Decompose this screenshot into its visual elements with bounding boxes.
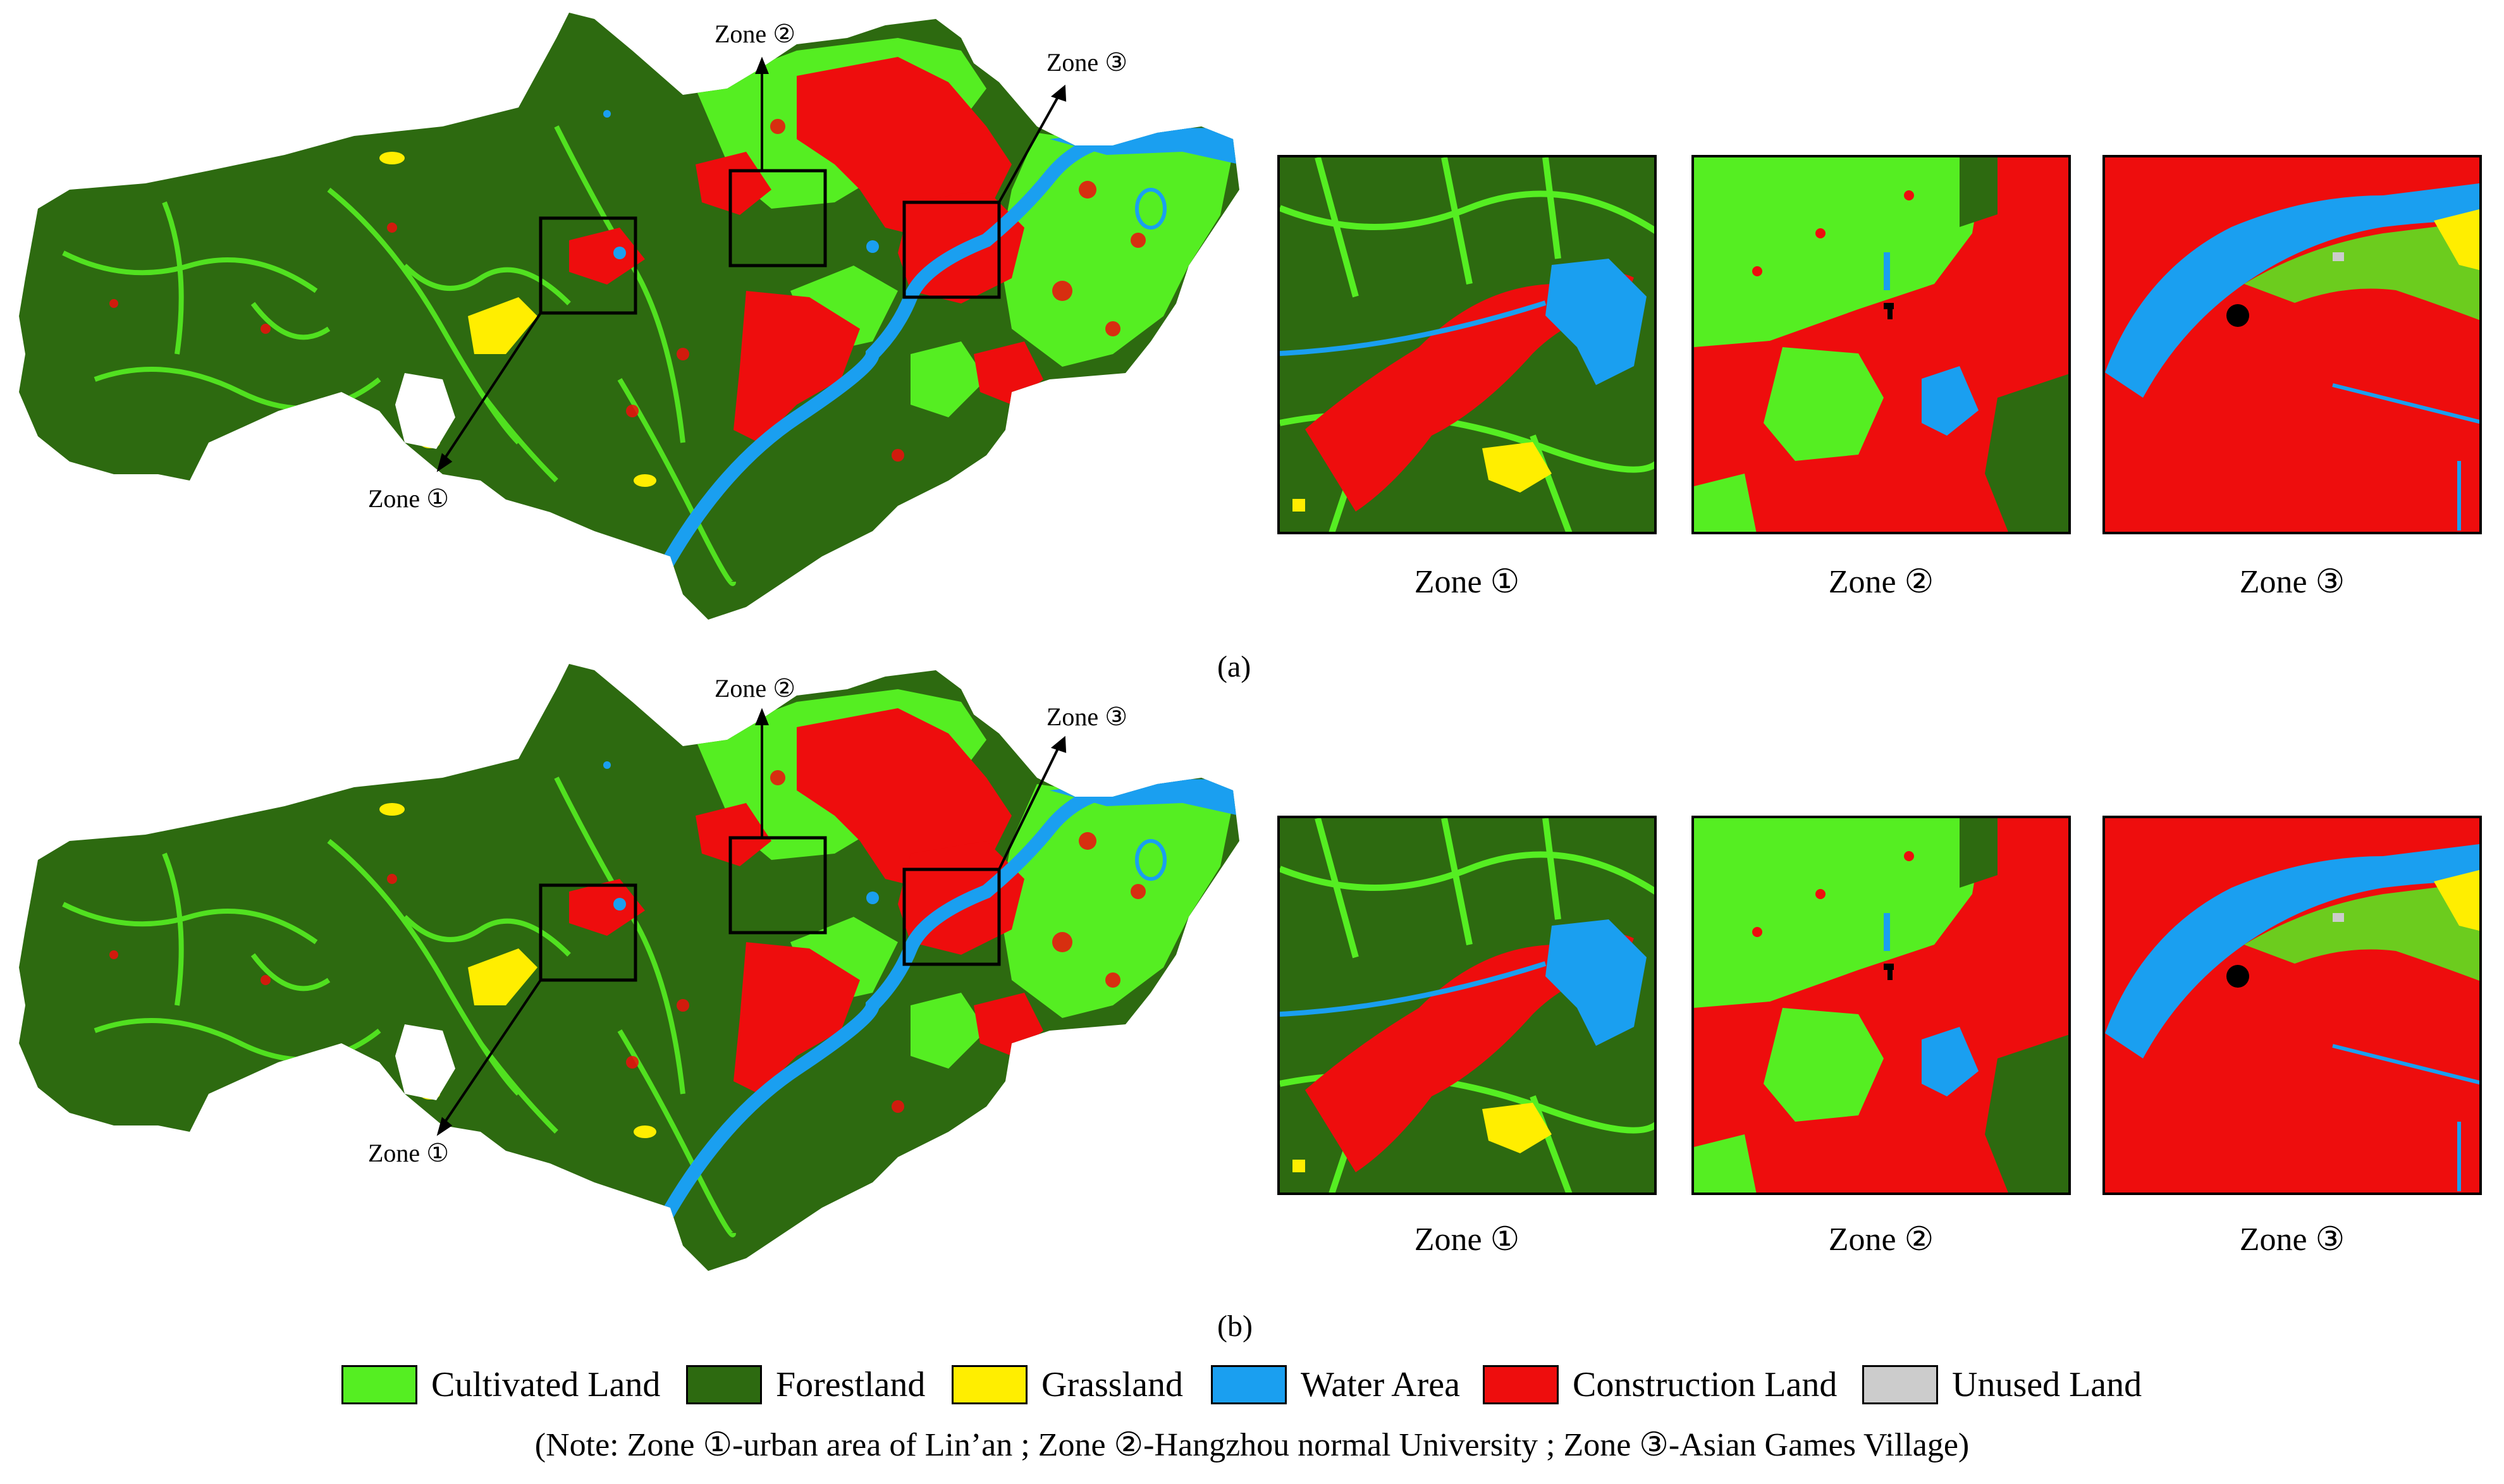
zone2-box [728,836,827,935]
inset-caption: Zone ② [1828,564,1934,600]
inset-caption: Zone ① [1414,564,1520,600]
legend-label: Unused Land [1952,1365,2142,1404]
inset-caption: Zone ① [1414,1222,1520,1258]
region-map-b [0,651,1265,1284]
panel-b: Zone ① Zone ② Zone ③ Zone ① Zone ② Zone … [0,651,2504,1343]
figure-note: (Note: Zone ①-urban area of Lin’an ; Zon… [534,1427,1970,1463]
legend-item-water: Water Area [1211,1363,1460,1407]
legend-label: Construction Land [1573,1365,1838,1404]
zone2-box [728,169,827,267]
legend-swatch [952,1365,1028,1404]
legend-label: Forestland [776,1365,926,1404]
inset-caption: Zone ③ [2239,1222,2345,1258]
legend-item-unused: Unused Land [1862,1363,2142,1407]
panel-tag-a: (a) [1217,650,1251,684]
legend-label: Cultivated Land [431,1365,661,1404]
legend-swatch [341,1365,417,1404]
zone1-box [539,216,637,315]
inset-zone1 [1277,155,1657,534]
legend-item-grass: Grassland [952,1363,1183,1407]
inset-zone1 [1277,816,1657,1195]
legend-swatch [1483,1365,1559,1404]
legend-item-cultivated: Cultivated Land [341,1363,660,1407]
inset-zone2 [1691,155,2071,534]
legend-swatch [1862,1365,1938,1404]
legend: Cultivated Land Forestland Grassland Wat… [0,1363,2504,1420]
zone3-box [902,200,1001,299]
region-map-a [0,0,1265,632]
inset-caption: Zone ② [1828,1222,1934,1258]
zone1-box [539,883,637,982]
zone2-label: Zone ② [715,20,796,48]
legend-label: Water Area [1301,1365,1460,1404]
legend-swatch [686,1365,762,1404]
zone2-label: Zone ② [715,674,796,702]
legend-swatch [1211,1365,1287,1404]
zone3-label: Zone ③ [1046,48,1128,77]
panel-a: Zone ① Zone ② Zone ③ Zone ① Zone ② Zone … [0,0,2504,684]
zone1-label: Zone ① [368,1139,450,1167]
inset-caption: Zone ③ [2239,564,2345,600]
legend-item-construction: Construction Land [1483,1363,1837,1407]
zone3-label: Zone ③ [1046,702,1128,731]
inset-zone3 [2102,155,2482,534]
zone1-label: Zone ① [368,484,450,513]
panel-tag-b: (b) [1217,1309,1253,1343]
inset-zone3 [2102,816,2482,1195]
zone3-box [902,868,1001,966]
legend-label: Grassland [1041,1365,1183,1404]
inset-zone2 [1691,816,2071,1195]
legend-item-forest: Forestland [686,1363,925,1407]
